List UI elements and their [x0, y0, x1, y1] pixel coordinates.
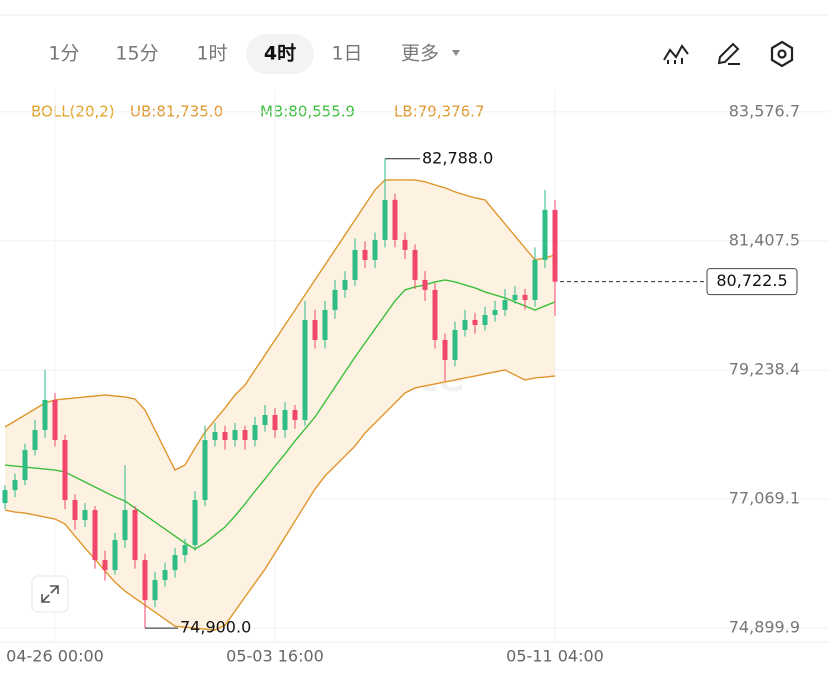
timeframe-tab[interactable]: 1时	[196, 43, 227, 65]
candle-body	[162, 570, 168, 581]
candle-body	[242, 430, 248, 441]
candle-body	[172, 555, 178, 571]
timeframe-tab[interactable]: 1分	[48, 43, 79, 65]
chart-type-icon[interactable]	[663, 44, 689, 64]
candle-body	[302, 319, 308, 421]
candle-body	[62, 440, 68, 501]
candle-body	[282, 410, 288, 431]
expand-button[interactable]	[31, 575, 69, 613]
candle-body	[422, 279, 428, 290]
timeframe-tab[interactable]: 4时	[264, 43, 296, 65]
plot: 74,899.9 77,069.1 79,238.4 81,407.5 83,576.7…	[0, 90, 829, 666]
candle-body	[392, 199, 398, 240]
candle-body	[32, 430, 38, 451]
x-tick-label: 04-26 00:00	[6, 647, 104, 666]
candle-body	[82, 510, 88, 521]
candle-body	[382, 199, 388, 240]
candle-body	[522, 294, 528, 300]
low-label: 74,900.0	[180, 618, 251, 637]
candle-body	[352, 249, 358, 280]
y-tick-label: 83,576.7	[729, 101, 800, 120]
candle-body	[202, 440, 208, 501]
candle-body	[552, 209, 558, 282]
candle-body	[332, 289, 338, 310]
candle-body	[222, 432, 228, 441]
y-tick-label: 74,899.9	[729, 618, 800, 637]
selected-tab-bg	[246, 34, 314, 74]
candle-body	[532, 259, 538, 300]
high-label: 82,788.0	[422, 148, 493, 167]
candle-body	[232, 430, 238, 441]
candle-body	[52, 399, 58, 441]
more-caret	[452, 50, 460, 56]
candle-body	[2, 490, 8, 504]
y-tick-label: 77,069.1	[729, 489, 800, 508]
candle-body	[442, 339, 448, 361]
candle-body	[402, 239, 408, 250]
candle-body	[252, 425, 258, 441]
candle-body	[212, 432, 218, 441]
candle-body	[122, 510, 128, 541]
candle-body	[72, 500, 78, 521]
timeframe-tab[interactable]: 15分	[115, 43, 158, 65]
icon-hex	[770, 40, 794, 68]
band-line	[4, 279, 556, 550]
timeframe-tabs: 1分 15分 1时 4时 1日 更多	[48, 43, 439, 65]
x-tick-label: 05-11 04:00	[506, 647, 604, 666]
band-line	[4, 369, 556, 631]
candle-body	[112, 540, 118, 571]
candle-body	[92, 510, 98, 561]
candle-body	[42, 399, 48, 431]
icon-pencil	[717, 42, 740, 65]
draw-icon[interactable]	[717, 42, 740, 65]
candle-body	[512, 294, 518, 300]
candle-body	[12, 480, 18, 491]
candle-body	[452, 329, 458, 361]
candle-body	[102, 560, 108, 571]
candle-body	[272, 415, 278, 431]
candle-body	[142, 560, 148, 601]
candle-body	[412, 249, 418, 280]
candle-body	[472, 319, 478, 325]
candle-body	[542, 209, 548, 260]
icon-dot	[777, 49, 787, 59]
expand-icon	[41, 585, 59, 603]
candle-body	[132, 510, 138, 561]
candle-body	[292, 410, 298, 421]
icon-line	[663, 44, 689, 61]
timeframe-tab[interactable]: 1日	[331, 43, 362, 65]
candle-body	[262, 415, 268, 426]
candle-body	[312, 319, 318, 340]
candle-body	[482, 314, 488, 325]
band-line	[4, 179, 556, 471]
last-price-box	[706, 268, 798, 296]
y-tick-label: 79,238.4	[729, 359, 800, 378]
candle-body	[492, 309, 498, 315]
candle-body	[362, 249, 368, 260]
band-area	[5, 179, 555, 631]
candle-body	[182, 545, 188, 556]
candle-body	[502, 299, 508, 310]
candle-body	[22, 450, 28, 481]
candle-body	[192, 500, 198, 546]
candle-body	[152, 580, 158, 601]
timeframe-tab[interactable]: 更多	[401, 43, 439, 65]
candle-body	[462, 319, 468, 330]
candle-body	[342, 279, 348, 290]
candle-body	[432, 289, 438, 340]
last-price-label: 80,722.5	[716, 271, 787, 290]
candle-body	[372, 239, 378, 260]
y-tick-label: 81,407.5	[729, 230, 800, 249]
candle-body	[322, 309, 328, 340]
x-tick-label: 05-03 16:00	[226, 647, 324, 666]
settings-icon[interactable]	[770, 40, 794, 68]
